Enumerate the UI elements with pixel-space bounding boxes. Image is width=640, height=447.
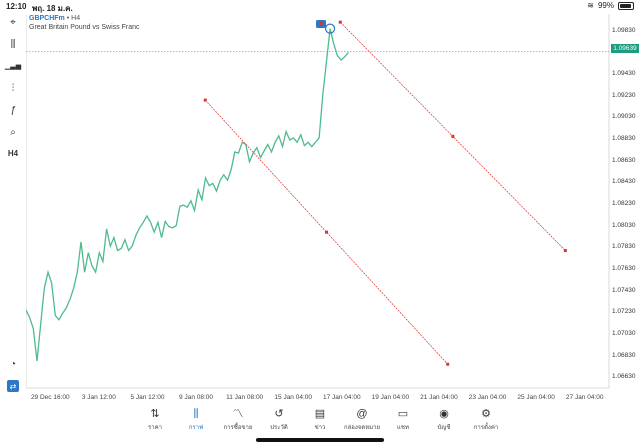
news-icon: ▤: [314, 408, 326, 420]
y-tick-label: 1.07630: [612, 264, 636, 272]
battery-icon: [618, 1, 634, 10]
trendline-handle: [563, 249, 567, 253]
y-tick-label: 1.07430: [612, 286, 636, 294]
chart-icon: ⫼: [193, 408, 199, 420]
price-chart[interactable]: [26, 14, 640, 402]
tab-account[interactable]: ◉ บัญชี: [422, 407, 466, 432]
symbol-title: GBPCHFm • H4: [29, 15, 81, 22]
y-tick-label: 1.09430: [612, 70, 636, 78]
x-tick-label: 9 Jan 08:00: [179, 394, 214, 401]
x-tick-label: 23 Jan 04:00: [468, 394, 507, 401]
y-tick-label: 1.07230: [612, 308, 636, 316]
y-tick-label: 1.07030: [612, 329, 636, 337]
symbol-name: GBPCHFm: [29, 15, 65, 22]
tab-label: ข่าว: [314, 425, 326, 431]
tab-label: กราฟ: [188, 425, 204, 431]
one-click-trade-icon[interactable]: ⇄: [7, 380, 19, 392]
tab-settings[interactable]: ⚙ การตั้งค่า: [464, 407, 508, 432]
tab-label: การซื้อขาย: [223, 425, 253, 431]
symbol-timeframe: H4: [71, 15, 81, 22]
tab-label: ราคา: [148, 425, 162, 431]
tab-label: กล่องจดหมาย: [343, 425, 381, 431]
tab-mailbox[interactable]: @ กล่องจดหมาย: [340, 407, 384, 432]
x-tick-label: 27 Jan 04:00: [565, 394, 604, 401]
history-icon: ↺: [274, 408, 284, 420]
account-icon: ◉: [439, 408, 449, 420]
x-tick-label: 19 Jan 04:00: [371, 394, 410, 401]
tab-label: บัญชี: [437, 425, 451, 431]
home-indicator: [256, 438, 384, 442]
y-tick-label: 1.09830: [612, 26, 636, 34]
battery-percent: 99%: [597, 1, 614, 10]
indicators-icon[interactable]: ▁▃▅: [4, 63, 22, 70]
timeframe-button[interactable]: H4: [7, 148, 19, 158]
tab-chart[interactable]: ⫼ กราฟ: [174, 407, 218, 432]
trade-icon: 〽: [232, 408, 244, 420]
wifi-icon: ≋: [587, 1, 594, 10]
status-time: 12:10: [6, 2, 27, 11]
x-tick-label: 15 Jan 04:00: [274, 394, 312, 401]
y-tick-label: 1.07830: [612, 243, 636, 251]
trendline-handle: [324, 230, 328, 234]
peak-marker: [324, 23, 336, 34]
chart-toolbar: ⌖ ⫼ ▁▃▅ ⫶ ƒ ⌕ H4 ◔ ⇄: [0, 14, 26, 404]
current-price-badge: 1.09639: [611, 44, 639, 53]
tab-label: แชท: [397, 425, 409, 431]
tab-chat[interactable]: ▭ แชท: [381, 407, 425, 432]
settings-icon: ⚙: [481, 408, 491, 420]
status-bar: 12:10 พฤ. 18 ม.ค. ≋ 99%: [0, 0, 640, 14]
trade-signal-icon[interactable]: ◔: [9, 358, 17, 370]
settings-sliders-icon[interactable]: ⫶: [11, 82, 15, 94]
tab-history[interactable]: ↺ ประวัติ: [257, 407, 301, 432]
tab-trade[interactable]: 〽 การซื้อขาย: [216, 407, 260, 432]
x-tick-label: 3 Jan 12:00: [81, 394, 116, 401]
price-series-line: [26, 28, 349, 361]
trendline-handle: [451, 134, 455, 138]
x-tick-label: 25 Jan 04:00: [517, 394, 555, 401]
chart-area[interactable]: GBPCHFm • H4 Great Britain Pound vs Swis…: [26, 14, 640, 402]
status-date: พฤ. 18 ม.ค.: [32, 4, 73, 13]
y-tick-label: 1.08230: [612, 200, 636, 207]
crosshair-icon[interactable]: ⌖: [10, 16, 16, 28]
trendline-handle: [203, 98, 207, 102]
trendline-handle: [338, 20, 342, 24]
tab-quotes[interactable]: ⇅ ราคา: [133, 407, 177, 432]
trendline-1: [205, 99, 448, 365]
tab-label: ประวัติ: [270, 425, 288, 431]
x-tick-label: 21 Jan 04:00: [420, 394, 458, 401]
y-tick-label: 1.08430: [612, 178, 636, 186]
symbol-description: Great Britain Pound vs Swiss Franc: [29, 24, 140, 31]
x-tick-label: 17 Jan 04:00: [322, 394, 361, 401]
tab-news[interactable]: ▤ ข่าว: [298, 407, 342, 432]
y-tick-label: 1.08630: [612, 156, 636, 164]
chat-icon: ▭: [397, 408, 409, 420]
y-tick-label: 1.08830: [612, 135, 636, 143]
x-tick-label: 29 Dec 16:00: [30, 394, 70, 401]
candles-icon[interactable]: ⫼: [10, 38, 16, 50]
x-tick-label: 11 Jan 08:00: [226, 394, 264, 401]
tab-label: การตั้งค่า: [473, 425, 499, 431]
trendline-handle: [446, 362, 450, 366]
y-tick-label: 1.06830: [612, 351, 636, 359]
x-tick-label: 5 Jan 12:00: [130, 394, 165, 401]
y-tick-label: 1.09030: [612, 113, 636, 121]
function-icon[interactable]: ƒ: [10, 104, 16, 116]
y-tick-label: 1.08030: [612, 221, 636, 229]
quotes-icon: ⇅: [150, 408, 160, 420]
objects-icon[interactable]: ⌕: [10, 126, 16, 138]
y-tick-label: 1.09230: [612, 91, 636, 99]
mailbox-icon: @: [356, 408, 368, 420]
y-tick-label: 1.06630: [612, 373, 636, 381]
news-event-marker-dot: [319, 22, 323, 26]
